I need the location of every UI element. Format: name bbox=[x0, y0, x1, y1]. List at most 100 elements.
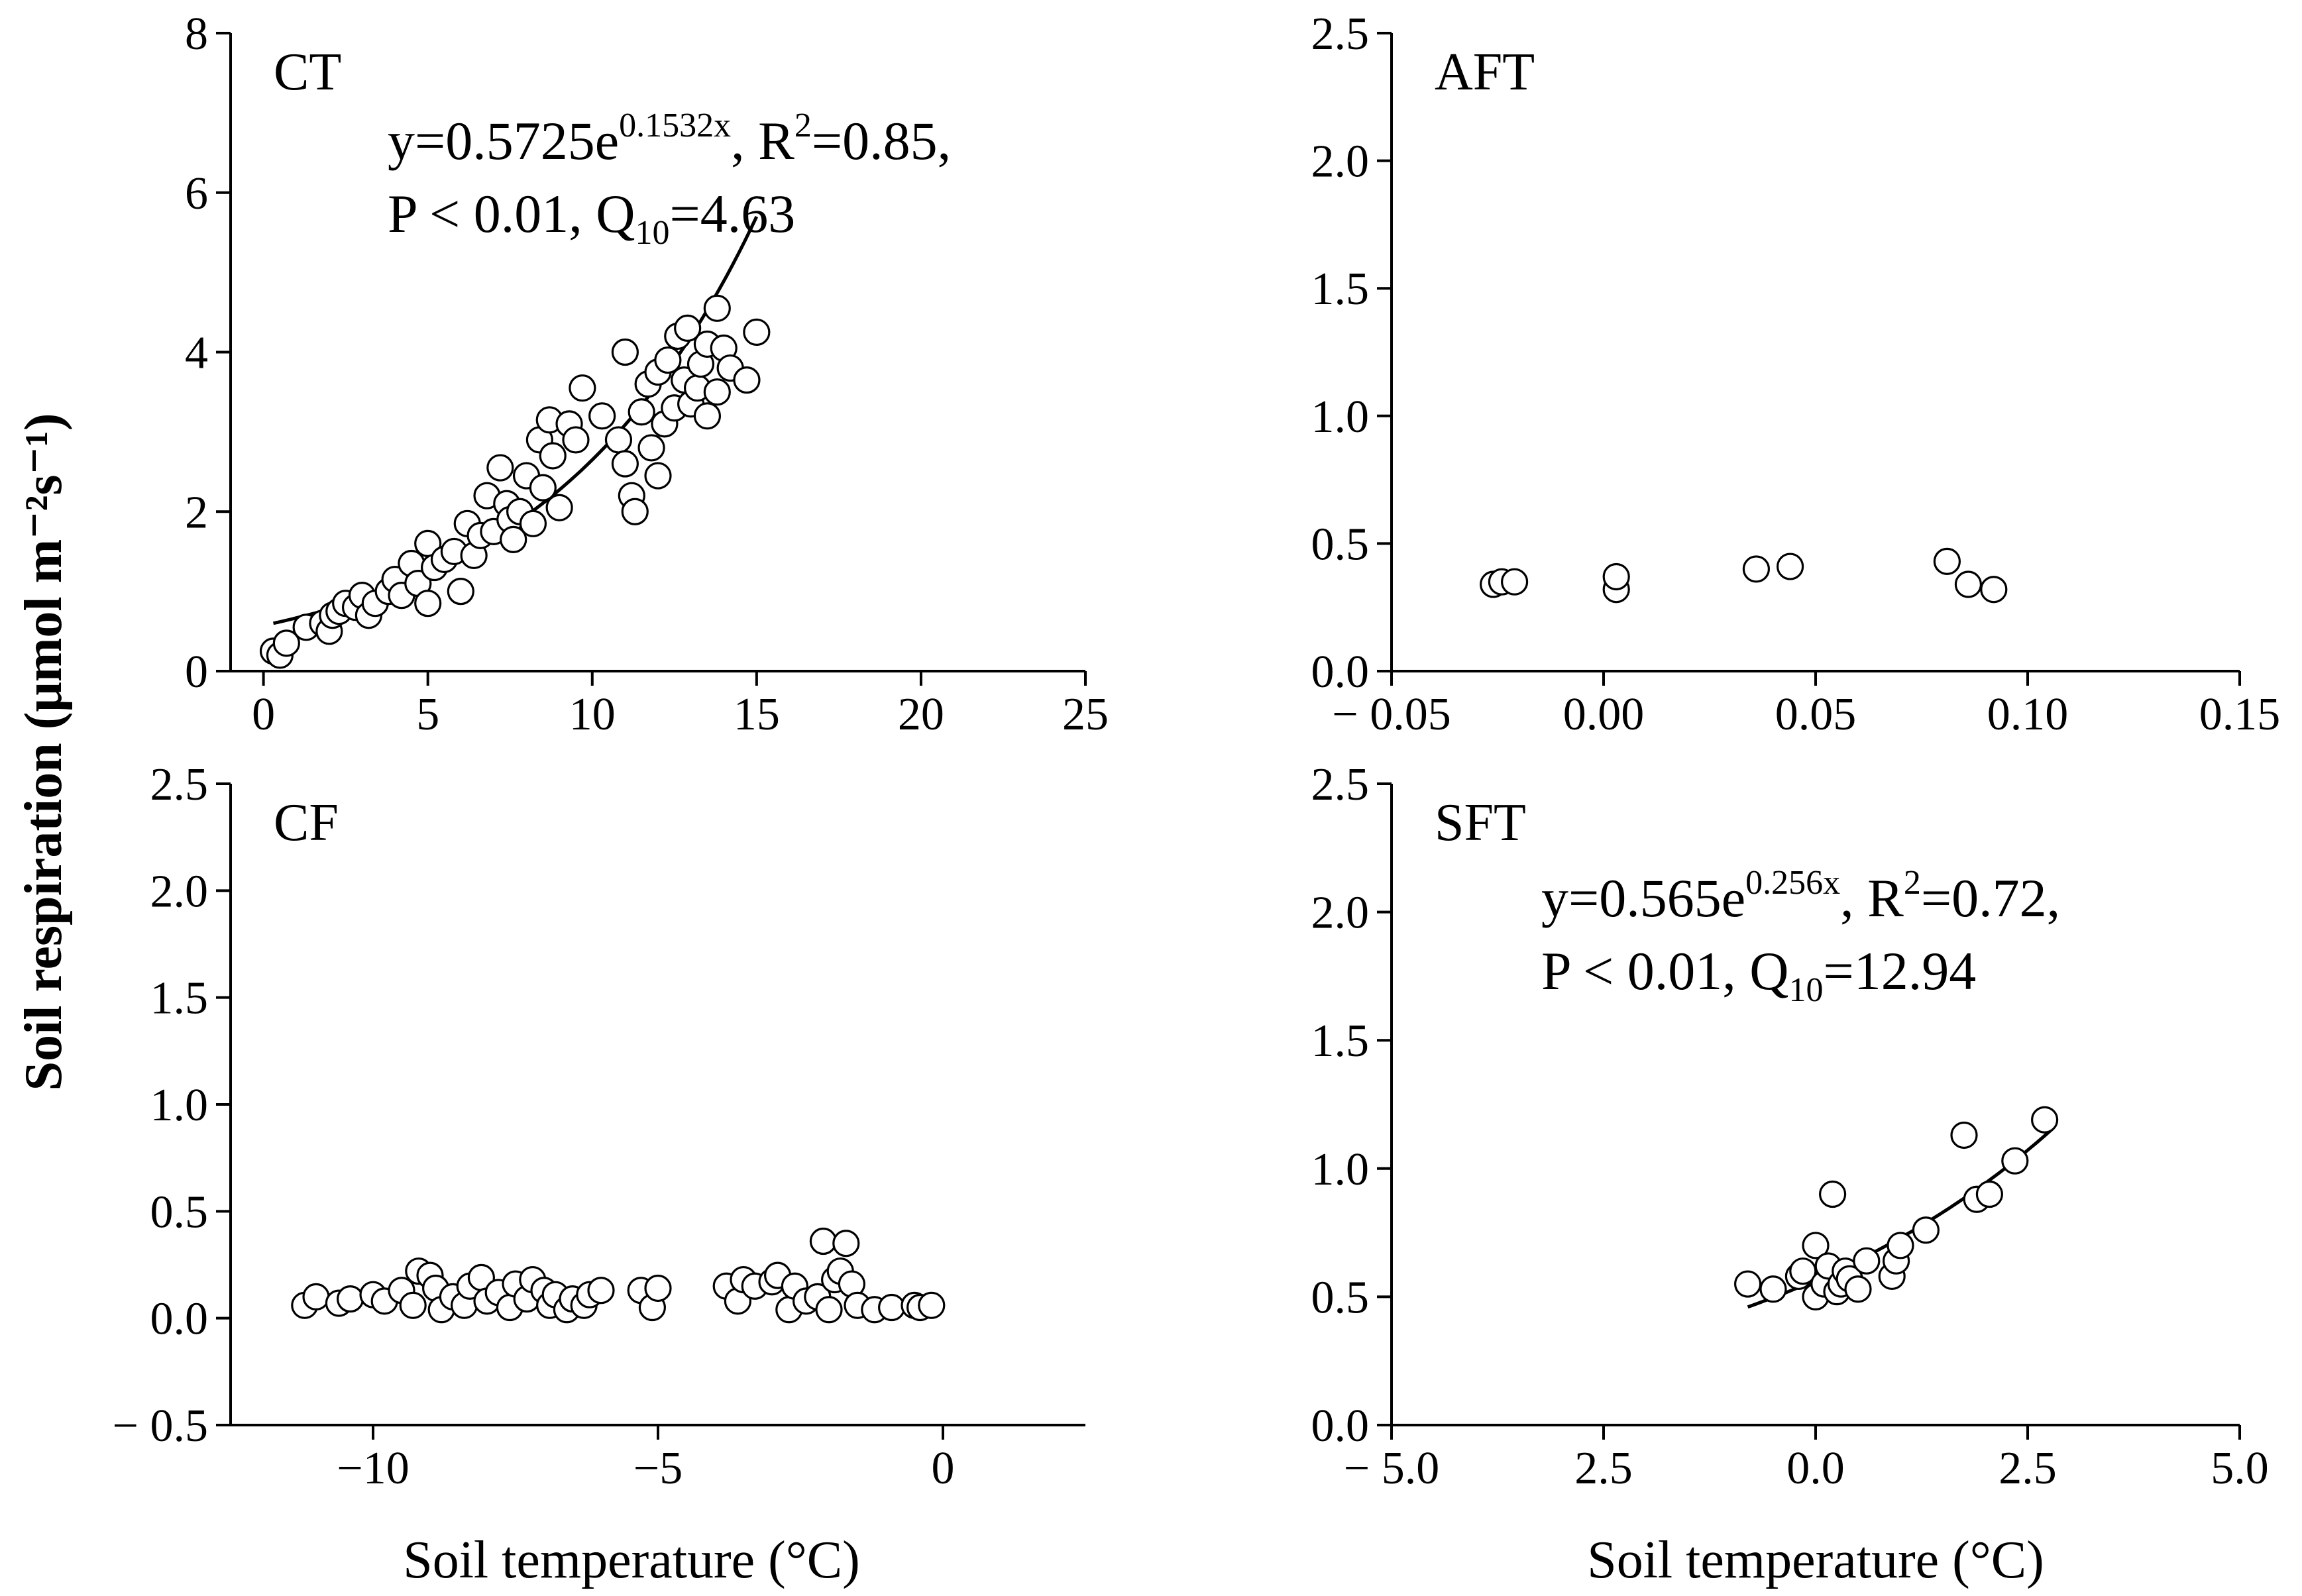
panel-label: CT bbox=[274, 43, 341, 101]
x-tick-label: − 0.05 bbox=[1332, 689, 1451, 740]
data-point bbox=[2001, 1147, 2029, 1175]
y-tick-label: 0.5 bbox=[1311, 1272, 1370, 1323]
x-tick-label: 0.05 bbox=[1775, 689, 1857, 740]
x-axis-label: Soil temperature (°C) bbox=[1587, 1531, 2044, 1589]
data-point bbox=[877, 1293, 906, 1322]
data-point bbox=[809, 1227, 838, 1255]
x-tick-label: −5 bbox=[633, 1443, 683, 1494]
x-tick-label: 0.00 bbox=[1563, 689, 1645, 740]
data-point bbox=[336, 1285, 364, 1313]
equation-line1-end: =0.72, bbox=[1921, 868, 2060, 928]
data-point bbox=[1734, 1270, 1762, 1298]
data-point bbox=[1802, 1232, 1830, 1259]
y-tick-label: 0.0 bbox=[1311, 647, 1370, 698]
equation-line1-pre: y=0.565e bbox=[1541, 868, 1745, 928]
y-tick-label: 1.5 bbox=[1311, 264, 1370, 315]
panel-sft: 0.0 0.5 1.0 1.5 2.0 2.5 − 5.0 2.5 0.0 2.5 5.0 SFT So… bbox=[1311, 759, 2269, 1589]
data-point bbox=[447, 578, 474, 606]
y-tick-label: 1.0 bbox=[1311, 392, 1370, 443]
x-tick-label: 15 bbox=[734, 689, 780, 740]
data-point bbox=[545, 494, 573, 521]
equation-line1-end: =0.85, bbox=[812, 111, 951, 171]
data-point bbox=[1954, 570, 1982, 598]
data-point bbox=[519, 509, 547, 537]
x-tick-label: 5 bbox=[416, 689, 439, 740]
data-point bbox=[703, 378, 731, 406]
x-tick-label: 2.5 bbox=[1999, 1443, 2057, 1494]
data-point bbox=[500, 525, 527, 553]
equation-line1-post: , R bbox=[731, 111, 795, 171]
data-point bbox=[637, 434, 665, 462]
data-point bbox=[621, 498, 649, 525]
x-tick-label: 0.0 bbox=[1786, 1443, 1845, 1494]
y-axis-label: Soil respiration (μmol m⁻²s⁻¹) bbox=[15, 413, 73, 1091]
data-point bbox=[644, 462, 672, 490]
data-point bbox=[587, 1277, 615, 1304]
data-point bbox=[628, 398, 655, 426]
data-point bbox=[832, 1230, 860, 1257]
data-point bbox=[1759, 1275, 1787, 1303]
data-point bbox=[1975, 1180, 2003, 1208]
data-point bbox=[604, 426, 633, 454]
data-point bbox=[588, 402, 616, 430]
y-tick-label: 0.0 bbox=[150, 1294, 209, 1345]
data-point bbox=[654, 346, 682, 374]
data-point bbox=[486, 454, 514, 482]
x-tick-label: −10 bbox=[337, 1443, 409, 1494]
x-tick-label: 0.10 bbox=[1987, 689, 2069, 740]
panel-label: CF bbox=[274, 794, 339, 852]
data-point bbox=[399, 1291, 427, 1319]
data-point bbox=[529, 474, 557, 502]
data-point bbox=[539, 442, 567, 470]
y-tick-label: − 0.5 bbox=[113, 1401, 208, 1452]
data-point bbox=[611, 338, 639, 366]
equation-line2-sub: 10 bbox=[1789, 971, 1824, 1009]
equation-line-1: y=0.565e0.256x, R2=0.72, bbox=[1541, 864, 2060, 928]
equation-line2-end: =4.63 bbox=[670, 184, 796, 244]
x-tick-label: 25 bbox=[1062, 689, 1109, 740]
data-point bbox=[1602, 562, 1630, 591]
data-point bbox=[1742, 555, 1770, 583]
y-tick-label: 0 bbox=[185, 647, 208, 698]
data-point bbox=[1853, 1247, 1881, 1275]
fit-curve bbox=[272, 215, 759, 625]
equation-line-1: y=0.5725e0.1532x, R2=0.85, bbox=[388, 107, 951, 171]
equation-line2-end: =12.94 bbox=[1824, 941, 1977, 1001]
equation-line1-sup: 0.1532x bbox=[619, 107, 731, 144]
y-tick-label: 6 bbox=[185, 168, 208, 219]
y-tick-label: 2.5 bbox=[150, 759, 209, 810]
panel-aft: 0.0 0.5 1.0 1.5 2.0 2.5 − 0.05 0.00 0.05 0.10 0.15… bbox=[1311, 9, 2281, 740]
data-point bbox=[743, 318, 771, 346]
data-point bbox=[414, 590, 442, 617]
x-tick-label: 20 bbox=[898, 689, 944, 740]
y-tick-label: 0.5 bbox=[150, 1187, 209, 1238]
x-tick-label: 5.0 bbox=[2211, 1443, 2269, 1494]
x-tick-label: 0 bbox=[932, 1443, 955, 1494]
data-point bbox=[674, 314, 702, 342]
y-tick-label: 2.0 bbox=[150, 866, 209, 917]
y-tick-label: 2 bbox=[185, 487, 208, 538]
equation-line1-sup2: 2 bbox=[795, 107, 812, 144]
data-point bbox=[1887, 1232, 1914, 1259]
y-tick-label: 1.5 bbox=[1311, 1016, 1370, 1067]
y-tick-label: 1.0 bbox=[150, 1080, 209, 1131]
panel-cf: − 0.5 0.0 0.5 1.0 1.5 2.0 2.5 −10 −5 0 CF Soil temp… bbox=[113, 759, 1085, 1589]
y-tick-label: 2.5 bbox=[1311, 759, 1370, 810]
x-tick-label: 0 bbox=[252, 689, 275, 740]
data-point bbox=[302, 1283, 330, 1311]
data-point bbox=[703, 294, 731, 322]
data-point bbox=[644, 1274, 672, 1303]
data-point bbox=[1844, 1275, 1872, 1303]
data-point bbox=[611, 450, 639, 478]
data-point bbox=[1501, 568, 1529, 596]
y-tick-label: 0.0 bbox=[1311, 1401, 1370, 1452]
data-point bbox=[2031, 1106, 2059, 1134]
data-point bbox=[693, 402, 722, 430]
x-tick-label: 2.5 bbox=[1574, 1443, 1633, 1494]
equation-line-2: P < 0.01, Q10=12.94 bbox=[1541, 941, 1976, 1009]
equation-line1-sup: 0.256x bbox=[1745, 864, 1840, 902]
y-tick-label: 2.0 bbox=[1311, 888, 1370, 939]
data-point bbox=[562, 426, 590, 454]
